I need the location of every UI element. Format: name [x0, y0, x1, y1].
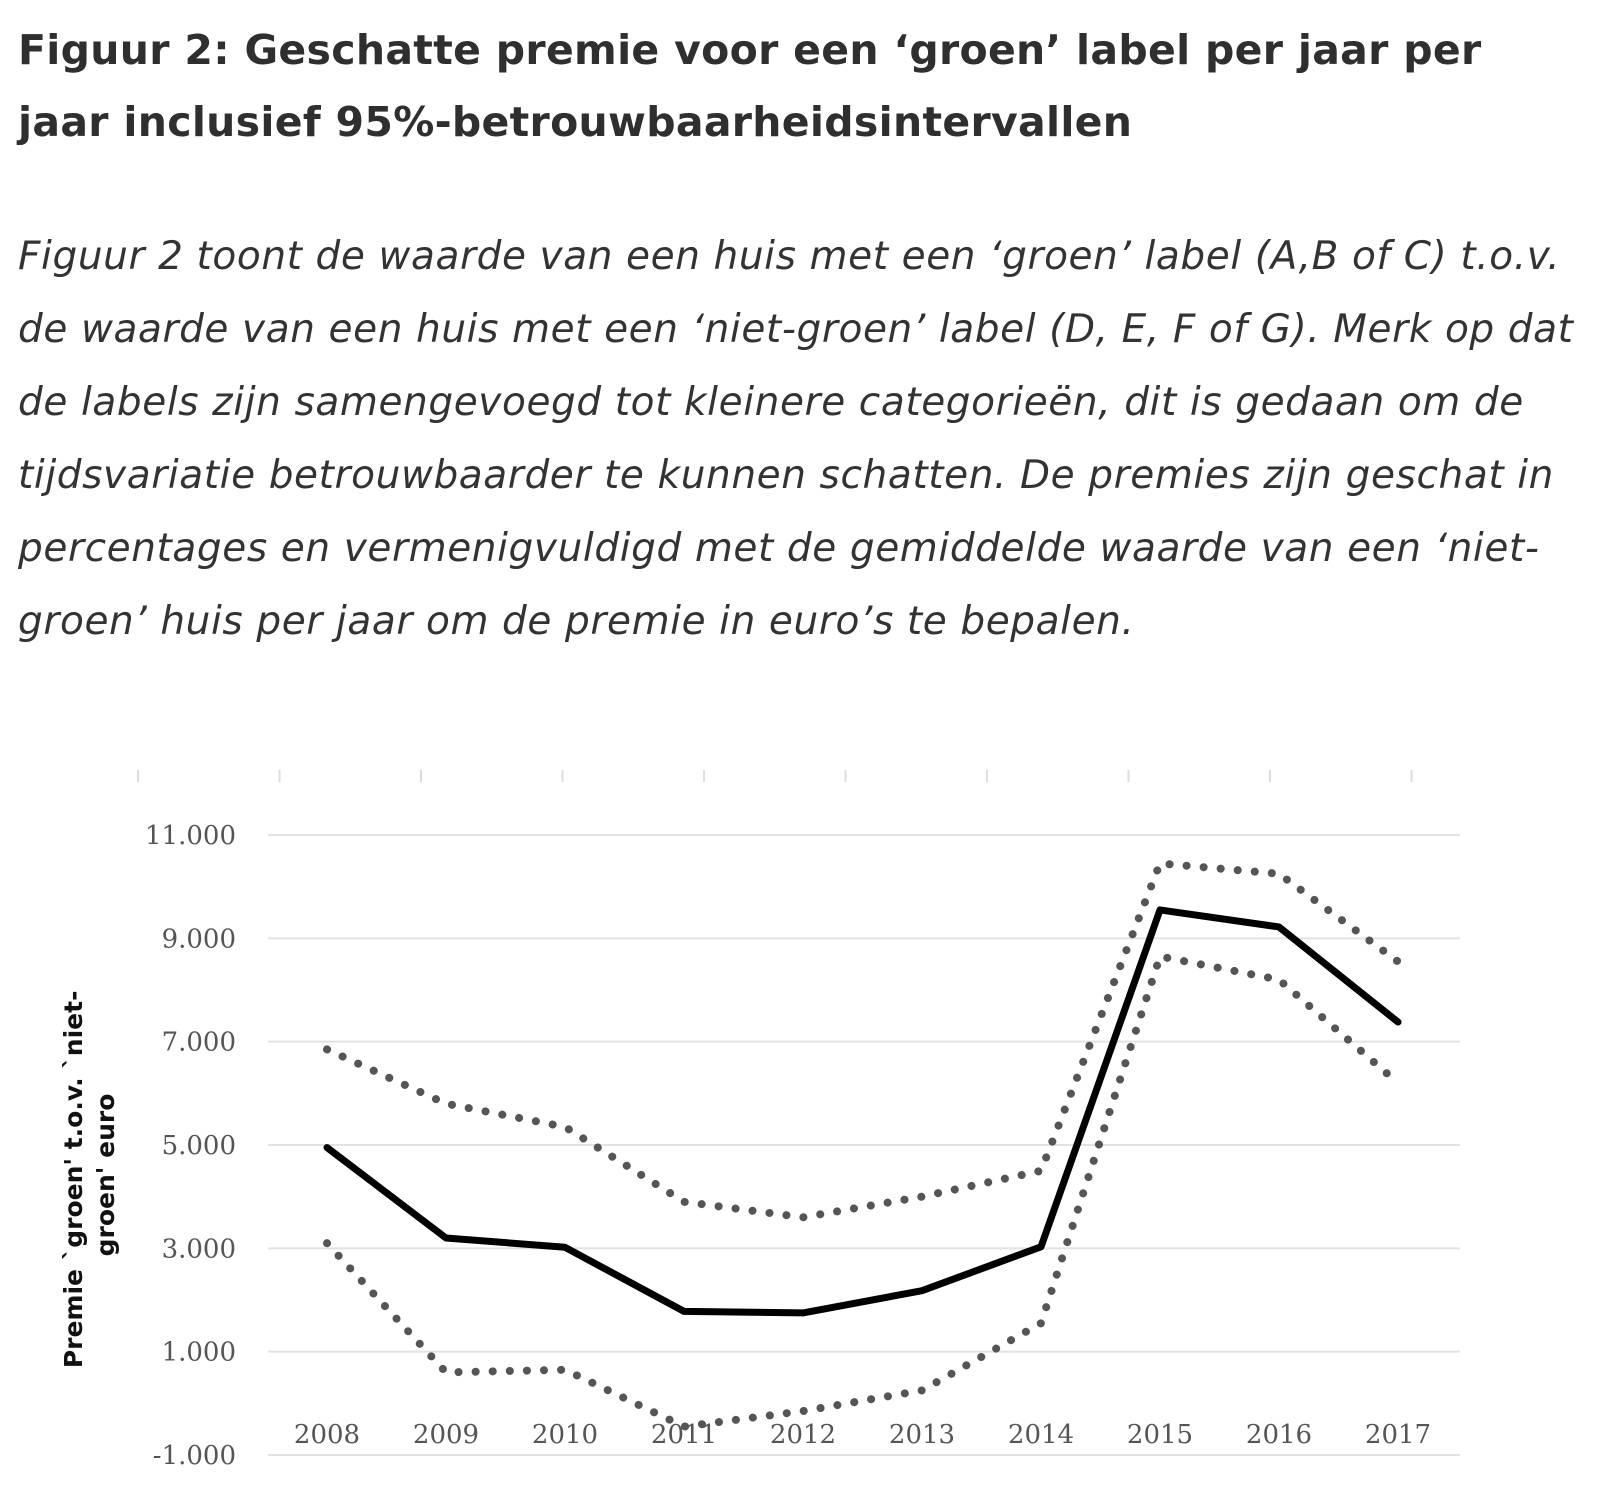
x-tick-label: 2014 — [1008, 1420, 1074, 1450]
figure-title: Figuur 2: Geschatte premie voor een ‘gro… — [18, 26, 1482, 146]
x-tick-labels: 2008 2009 2010 2011 2012 2013 2014 2015 2016 2017 — [294, 1420, 1431, 1450]
series-line-upper-95 — [323, 859, 1402, 1222]
x-tick-label: 2009 — [413, 1420, 479, 1450]
y-tick-labels: -1.000 1.000 3.000 5.000 7.000 9.000 11.000 — [145, 821, 236, 1471]
y-axis-label-line-2: groen' euro — [91, 1094, 120, 1257]
x-tick-label: 2017 — [1365, 1420, 1431, 1450]
y-tick-label: -1.000 — [153, 1441, 236, 1471]
y-tick-label: 3.000 — [162, 1234, 236, 1264]
x-tick-label: 2013 — [889, 1420, 955, 1450]
y-tick-label: 9.000 — [162, 924, 236, 954]
x-tick-label: 2012 — [770, 1420, 836, 1450]
x-tick-label: 2016 — [1246, 1420, 1312, 1450]
y-tick-label: 5.000 — [162, 1131, 236, 1161]
y-tick-label: 11.000 — [145, 821, 236, 851]
premium-line-chart: -1.000 1.000 3.000 5.000 7.000 9.000 11.000 20… — [59, 770, 1460, 1471]
top-axis-ticks — [137, 770, 1413, 782]
series-line-estimate — [323, 906, 1402, 1317]
figure-description: Figuur 2 toont de waarde van een huis me… — [18, 234, 1574, 644]
series-line-lower-95 — [323, 952, 1402, 1431]
y-tick-label: 7.000 — [162, 1028, 236, 1058]
y-axis-label: Premie `groen' t.o.v. `niet- groen' euro — [59, 982, 120, 1368]
x-tick-label: 2010 — [532, 1420, 598, 1450]
y-tick-label: 1.000 — [162, 1338, 236, 1368]
series-lines — [323, 859, 1402, 1431]
x-tick-label: 2015 — [1127, 1420, 1193, 1450]
y-axis-label-line-1: Premie `groen' t.o.v. `niet- — [59, 991, 88, 1369]
y-gridlines — [268, 834, 1460, 1456]
x-tick-label: 2008 — [294, 1420, 360, 1450]
